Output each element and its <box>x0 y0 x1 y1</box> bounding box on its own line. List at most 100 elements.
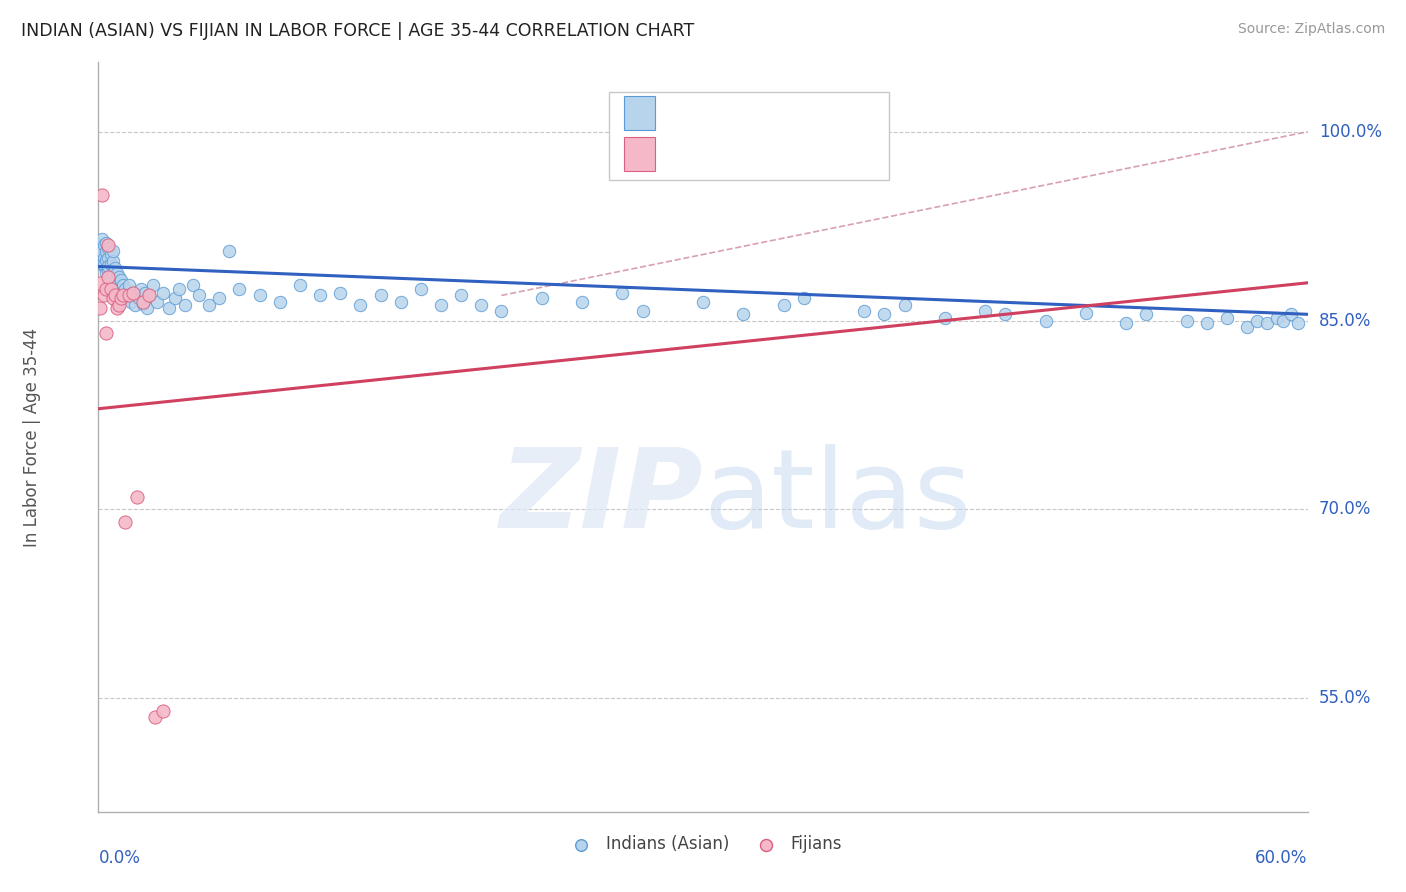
Point <box>134 285 156 300</box>
Text: Source: ZipAtlas.com: Source: ZipAtlas.com <box>1237 22 1385 37</box>
Point <box>97 251 120 265</box>
Point <box>107 282 129 296</box>
Point <box>93 257 115 271</box>
Point <box>249 288 271 302</box>
Point <box>125 288 148 302</box>
Point <box>114 282 136 296</box>
Point <box>208 291 231 305</box>
Point <box>100 282 122 296</box>
Point <box>142 278 165 293</box>
Text: 110: 110 <box>820 104 858 122</box>
Point <box>1281 307 1303 321</box>
Point <box>121 285 143 300</box>
Point <box>450 288 472 302</box>
Text: N =: N = <box>778 104 811 122</box>
Point <box>152 285 174 300</box>
Point <box>96 282 118 296</box>
Point <box>1256 316 1278 330</box>
Point <box>107 298 129 312</box>
Point <box>100 269 122 284</box>
Point <box>97 238 120 252</box>
Text: 0.167: 0.167 <box>710 145 773 163</box>
Point <box>105 278 128 293</box>
Text: 85.0%: 85.0% <box>1319 311 1371 330</box>
Text: 55.0%: 55.0% <box>1319 690 1371 707</box>
Point <box>198 298 221 312</box>
Point <box>793 291 815 305</box>
Point <box>631 303 654 318</box>
Point <box>269 294 291 309</box>
Point <box>1267 311 1289 326</box>
Point <box>132 297 155 311</box>
Point <box>97 241 120 255</box>
Point <box>309 288 332 302</box>
Point <box>733 307 755 321</box>
Point <box>93 238 115 252</box>
Point <box>100 247 122 261</box>
Point <box>1175 313 1198 327</box>
Point <box>91 244 114 259</box>
Point <box>329 285 352 300</box>
Point <box>101 254 124 268</box>
Point <box>103 273 125 287</box>
Point <box>97 260 120 274</box>
Point <box>1195 316 1218 330</box>
Point <box>103 288 125 302</box>
Point <box>111 291 134 305</box>
Point <box>288 278 311 293</box>
Point <box>111 288 134 302</box>
Point <box>994 307 1017 321</box>
Point <box>143 710 166 724</box>
Point <box>772 298 794 312</box>
Point <box>93 260 115 274</box>
Point <box>115 288 138 302</box>
Point <box>89 301 111 315</box>
Point <box>89 276 111 290</box>
Point <box>370 288 392 302</box>
Point <box>110 273 132 287</box>
Point <box>96 244 118 259</box>
Point <box>91 257 114 271</box>
Point <box>181 278 204 293</box>
Text: atlas: atlas <box>703 443 972 550</box>
Point <box>692 294 714 309</box>
Point <box>571 294 593 309</box>
Point <box>1074 306 1097 320</box>
Point <box>107 269 129 284</box>
Point <box>101 244 124 259</box>
Text: 0.0%: 0.0% <box>98 849 141 867</box>
Point <box>118 278 141 293</box>
Point <box>430 298 453 312</box>
Text: 23: 23 <box>820 145 858 163</box>
Point <box>105 301 128 315</box>
Point <box>1035 313 1057 327</box>
Point <box>152 704 174 718</box>
Text: R =: R = <box>665 104 699 122</box>
Point <box>1135 307 1157 321</box>
Point <box>132 294 155 309</box>
Point <box>188 288 211 302</box>
Point <box>93 288 115 302</box>
Point <box>934 311 956 326</box>
Point <box>96 235 118 250</box>
Point <box>1246 313 1268 327</box>
Point <box>1216 311 1239 326</box>
Text: ZIP: ZIP <box>499 443 703 550</box>
Point <box>174 298 197 312</box>
Point <box>110 291 132 305</box>
Point <box>1272 313 1295 327</box>
Text: INDIAN (ASIAN) VS FIJIAN IN LABOR FORCE | AGE 35-44 CORRELATION CHART: INDIAN (ASIAN) VS FIJIAN IN LABOR FORCE … <box>21 22 695 40</box>
Point <box>121 285 143 300</box>
Point <box>228 282 250 296</box>
Text: 60.0%: 60.0% <box>1256 849 1308 867</box>
Point <box>612 285 634 300</box>
Point <box>125 490 148 504</box>
Point <box>111 278 134 293</box>
Point <box>135 301 157 315</box>
Point <box>873 307 896 321</box>
Point <box>103 260 125 275</box>
Point <box>91 187 114 202</box>
Point <box>409 282 432 296</box>
Point <box>129 282 152 296</box>
Point <box>1115 316 1137 330</box>
